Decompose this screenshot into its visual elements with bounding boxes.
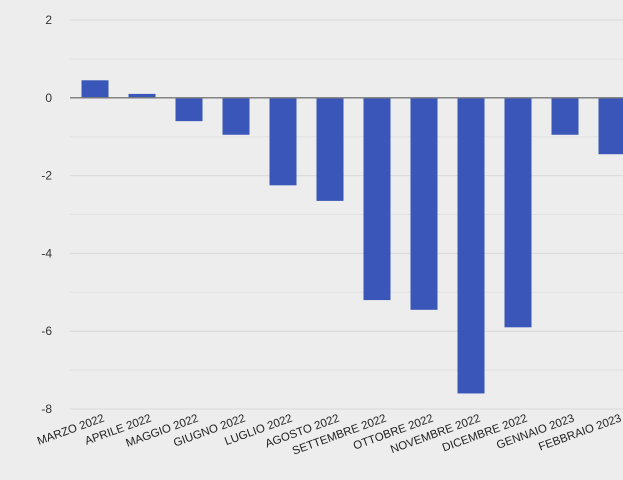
grid-lines <box>70 19 623 410</box>
bars <box>81 80 623 394</box>
bar <box>504 97 532 328</box>
bar <box>598 97 623 155</box>
y-tick-label: 0 <box>45 91 52 105</box>
bar <box>269 97 297 186</box>
y-tick-label: -2 <box>41 169 52 183</box>
y-tick-label: -6 <box>41 324 52 338</box>
y-tick-label: 2 <box>45 13 52 27</box>
bar <box>363 97 391 301</box>
bar <box>128 93 156 98</box>
bar <box>81 80 109 98</box>
y-axis-tick-labels: 2 0 -2 -4 -6 -8 <box>41 13 52 416</box>
y-tick-label: -8 <box>41 402 52 416</box>
bar <box>222 97 250 135</box>
bar <box>457 97 485 394</box>
bar <box>551 97 579 135</box>
bar <box>410 97 438 310</box>
bar <box>316 97 344 201</box>
bar <box>175 97 203 122</box>
y-tick-label: -4 <box>41 246 52 260</box>
